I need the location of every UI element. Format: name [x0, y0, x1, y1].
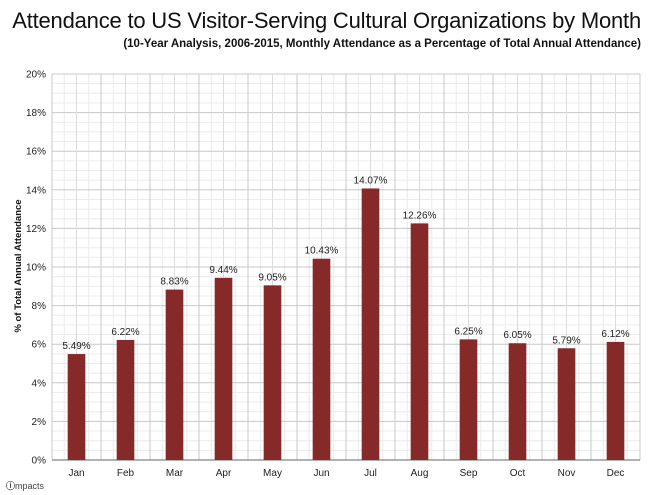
bar-apr [214, 277, 233, 460]
data-label: 14.07% [354, 175, 388, 186]
y-tick-label: 20% [26, 70, 46, 81]
data-label: 5.79% [552, 335, 580, 346]
bars [67, 188, 625, 460]
y-tick-label: 6% [32, 340, 47, 351]
data-label: 9.44% [209, 265, 237, 276]
logo-text: mpacts [15, 481, 45, 491]
y-tick-label: 12% [26, 224, 46, 235]
bar-oct [508, 343, 527, 460]
y-tick-label: 18% [26, 108, 46, 119]
chart-subtitle: (10-Year Analysis, 2006-2015, Monthly At… [123, 38, 641, 50]
chart-title: Attendance to US Visitor-Serving Cultura… [12, 8, 641, 33]
y-tick-label: 4% [32, 378, 47, 389]
bar-may [263, 285, 282, 460]
data-label: 6.12% [601, 329, 629, 340]
x-tick-label: Jun [313, 468, 329, 479]
bar-aug [410, 223, 429, 460]
y-tick-label: 14% [26, 185, 46, 196]
y-tick-label: 10% [26, 263, 46, 274]
y-tick-label: 8% [32, 301, 47, 312]
bar-feb [116, 339, 135, 460]
y-axis-ticks: 0% 2% 4% 6% 8% 10% 12% 14% 16% 18% 20% [26, 70, 46, 467]
data-label: 8.83% [160, 277, 188, 288]
bar-jan [67, 354, 86, 460]
bar-mar [165, 289, 184, 460]
x-tick-label: Apr [216, 468, 232, 479]
x-tick-label: Mar [166, 468, 184, 479]
bar-sep [459, 339, 478, 460]
bar-dec [606, 341, 625, 460]
x-tick-label: Aug [411, 468, 429, 479]
x-tick-label: Nov [558, 468, 576, 479]
data-label: 6.25% [454, 326, 482, 337]
y-axis-label: % of Total Annual Attendance [13, 199, 24, 332]
impacts-logo: ⓘmpacts [6, 479, 44, 492]
x-axis-ticks: Jan Feb Mar Apr May Jun Jul Aug Sep Oct Nov Dec [68, 468, 624, 479]
bar-nov [557, 348, 576, 460]
bar-jul [361, 188, 380, 460]
data-label: 5.49% [62, 341, 90, 352]
x-tick-label: May [263, 468, 282, 479]
x-tick-label: Sep [460, 468, 478, 479]
x-tick-label: Jan [68, 468, 84, 479]
bar-jun [312, 258, 331, 460]
circle-i-icon: ⓘ [6, 481, 16, 491]
y-tick-label: 0% [32, 456, 47, 467]
data-label: 6.05% [503, 330, 531, 341]
data-label: 9.05% [258, 272, 286, 283]
y-tick-label: 16% [26, 147, 46, 158]
data-label: 6.22% [111, 327, 139, 338]
x-tick-label: Oct [510, 468, 526, 479]
x-tick-label: Feb [117, 468, 135, 479]
x-tick-label: Dec [607, 468, 625, 479]
data-labels: 5.49% 6.22% 8.83% 9.44% 9.05% 10.43% 14.07% 12.… [62, 175, 629, 352]
data-label: 10.43% [305, 246, 339, 257]
x-tick-label: Jul [364, 468, 377, 479]
y-tick-label: 2% [32, 417, 47, 428]
data-label: 12.26% [403, 210, 437, 221]
